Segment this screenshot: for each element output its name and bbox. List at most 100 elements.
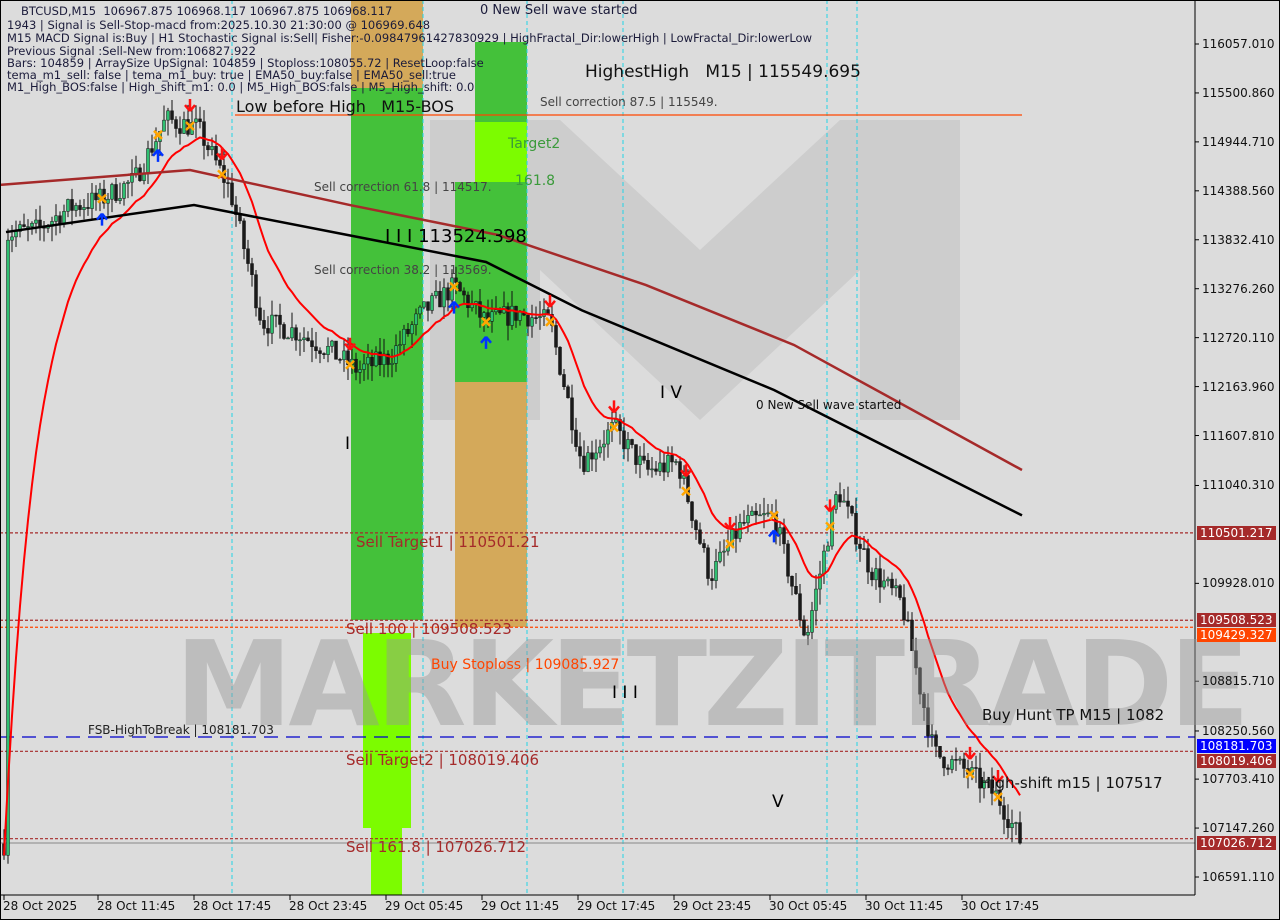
candle-body [942, 756, 946, 769]
candle [478, 288, 482, 328]
candle-body [218, 159, 222, 166]
candle-body [178, 128, 182, 134]
candle-body [846, 500, 850, 507]
candle-body [890, 578, 894, 589]
candle [6, 228, 10, 864]
candle [458, 280, 462, 292]
candle [838, 482, 842, 508]
candle [630, 438, 634, 449]
candle [314, 332, 318, 359]
candle [558, 346, 562, 376]
candle-body [698, 529, 702, 544]
candle [638, 446, 642, 479]
candle-body [462, 290, 466, 296]
candle-body [110, 184, 114, 200]
candle [294, 324, 298, 351]
candle-body [270, 314, 274, 334]
price-badge: 107026.712 [1197, 836, 1276, 851]
candle-body [950, 759, 954, 770]
candle-body [790, 575, 794, 587]
candle [598, 439, 602, 458]
candle [446, 282, 450, 312]
candle [338, 357, 342, 364]
candle-body [902, 597, 906, 621]
candle-body [90, 192, 94, 209]
price-badge: 109429.327 [1197, 628, 1276, 643]
fsb-label: FSB-HighToBreak | 108181.703 [88, 723, 274, 737]
candle-body [390, 363, 394, 365]
candle [358, 360, 362, 384]
zone-lime [363, 633, 411, 828]
candle [626, 432, 630, 462]
candle [202, 110, 206, 160]
price-tick-label: 114944.710 [1202, 134, 1275, 149]
candle [286, 336, 290, 340]
time-tick-label: 28 Oct 11:45 [97, 899, 176, 913]
candle-body [694, 520, 698, 531]
candle-body [122, 183, 126, 199]
sell-target2-label: Sell Target2 | 108019.406 [346, 751, 540, 769]
low-before-high-label: Low before High M15-BOS [236, 97, 455, 116]
price-badge: 108019.406 [1197, 753, 1276, 768]
candle [118, 182, 122, 205]
zone-lime [475, 122, 527, 182]
candle [282, 322, 286, 340]
candle-body [322, 353, 326, 355]
sell-arrow-icon [824, 499, 836, 513]
candle-body [426, 301, 430, 311]
candle [418, 305, 422, 319]
candle-body [278, 314, 282, 325]
candle [150, 134, 154, 157]
candle-body [854, 513, 858, 545]
new-sell-wave-label: 0 New Sell wave started [756, 398, 902, 412]
candle-body [946, 767, 950, 770]
candle [250, 257, 254, 287]
candle-body [114, 184, 118, 201]
candle [430, 292, 434, 314]
candle [374, 346, 378, 368]
candle-body [930, 734, 934, 737]
candle-body [938, 746, 942, 758]
cross-marker-icon [97, 193, 107, 204]
candle [310, 327, 314, 363]
candle-body [918, 667, 922, 695]
price-tick-label: 113276.260 [1202, 281, 1275, 296]
candle [266, 316, 270, 347]
candle [462, 287, 466, 305]
price-tick-label: 107703.410 [1202, 772, 1275, 787]
buy-arrow-icon [152, 149, 164, 162]
candle-body [626, 439, 630, 450]
candle [570, 384, 574, 444]
candle [270, 300, 274, 344]
candle [398, 330, 402, 355]
candle [362, 353, 366, 382]
candle-body [38, 219, 42, 227]
candle-body [266, 328, 270, 334]
candle [298, 332, 302, 356]
candle-body [198, 118, 202, 122]
candle [326, 337, 330, 363]
candle-body [54, 215, 58, 222]
candle-body [874, 568, 878, 581]
candle-body [18, 224, 22, 232]
price-tick-label: 111040.310 [1202, 478, 1275, 493]
candle [942, 756, 946, 777]
candle-body [982, 780, 986, 789]
candle [918, 666, 922, 705]
candle [74, 202, 78, 217]
sell-arrow-icon [992, 770, 1004, 783]
candle [766, 503, 770, 517]
candle-body [662, 462, 666, 473]
candle [910, 612, 914, 651]
time-tick-label: 30 Oct 05:45 [769, 899, 848, 913]
candle-body [150, 148, 154, 153]
candle-body [406, 328, 410, 335]
candle [710, 568, 714, 590]
candle [722, 539, 726, 567]
candle-body [598, 446, 602, 454]
candle-body [162, 119, 166, 132]
sell-arrow-icon [344, 337, 356, 351]
candle-body [582, 455, 586, 472]
time-tick-label: 29 Oct 05:45 [385, 899, 464, 913]
